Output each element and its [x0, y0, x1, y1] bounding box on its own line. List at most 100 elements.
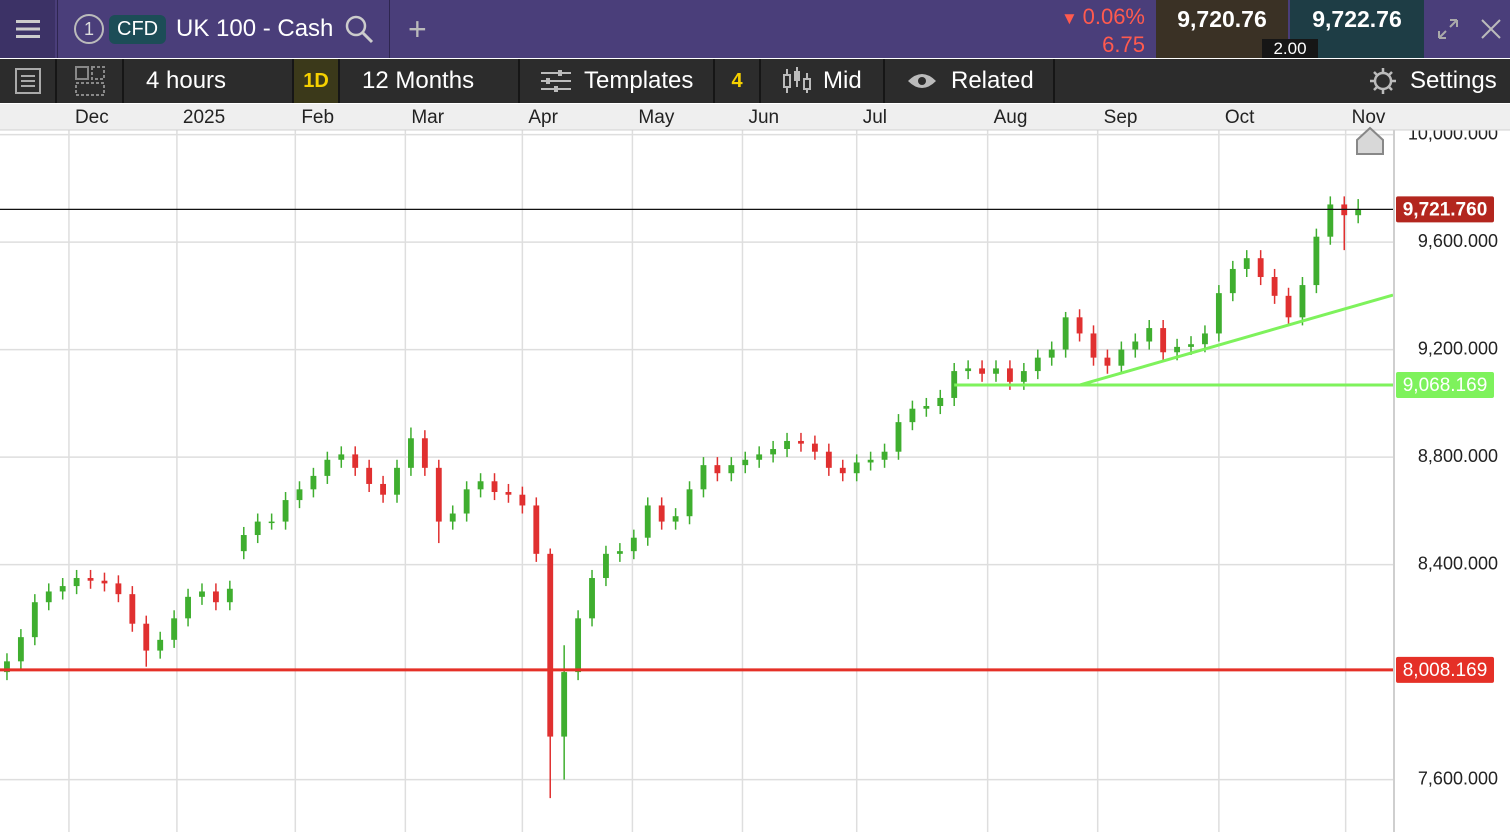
x-tick-label: Jun — [748, 107, 779, 128]
trendline — [1079, 293, 1394, 387]
candle-body — [1160, 328, 1167, 353]
expand-icon[interactable] — [1436, 17, 1460, 41]
candle-body — [101, 580, 108, 584]
candle-body — [1174, 346, 1181, 353]
interval[interactable]: 4 hours — [124, 59, 294, 103]
candle-body — [547, 553, 554, 737]
change-percent: 0.06% — [1082, 4, 1145, 29]
candle-body — [87, 578, 94, 581]
search-icon[interactable] — [344, 14, 374, 44]
y-tick-label: 9,600.000 — [1418, 231, 1498, 251]
candle-body — [658, 505, 665, 522]
candle-body — [310, 475, 317, 490]
x-tick-label: May — [638, 107, 674, 128]
candle-body — [867, 459, 874, 463]
candle-body — [1006, 368, 1013, 382]
axes: 7,600.000 8,400.000 8,800.000 9,200.000 9,60… — [0, 104, 1510, 832]
menu-button[interactable] — [0, 0, 55, 58]
candle-body — [853, 462, 860, 474]
templates-count: 4 — [715, 59, 761, 103]
candle-body — [1132, 341, 1139, 350]
candle-body — [798, 440, 804, 444]
candle-body — [1257, 258, 1264, 278]
candle-body — [505, 492, 512, 495]
candle-body — [784, 440, 790, 450]
candle-body — [282, 500, 289, 522]
settings-button[interactable]: Settings — [1368, 59, 1510, 103]
candle-body — [324, 459, 331, 476]
y-tick-label: 7,600.000 — [1418, 768, 1498, 788]
instrument-number: 1 — [74, 14, 104, 44]
candle-body — [463, 489, 470, 514]
candle-body — [394, 467, 400, 495]
candle-body — [59, 586, 66, 592]
x-tick-label: Jul — [863, 107, 887, 128]
candle-body — [630, 537, 637, 552]
candle-body — [1229, 268, 1236, 294]
candle-body — [603, 553, 609, 579]
add-tab[interactable]: + — [408, 10, 427, 47]
candle-body — [1299, 285, 1306, 318]
candle-body — [1355, 209, 1362, 216]
x-tick-label: 2025 — [183, 107, 225, 128]
candle-body — [756, 454, 763, 460]
candle-body — [491, 481, 498, 493]
candle-body — [1327, 204, 1334, 237]
candles-icon — [783, 67, 811, 93]
candle-body — [45, 591, 52, 603]
templates-button[interactable]: Templates — [520, 59, 715, 103]
x-tick-label: Feb — [301, 107, 334, 128]
candle-body — [449, 513, 456, 522]
price-type-label: Mid — [823, 67, 862, 94]
x-tick-label: Aug — [994, 107, 1028, 128]
candle-body — [1062, 317, 1069, 350]
settings-label: Settings — [1410, 67, 1497, 94]
instrument-selector[interactable]: 1 CFD UK 100 - Cash — [57, 0, 390, 58]
plot-background — [0, 104, 1510, 832]
related-label: Related — [951, 67, 1034, 94]
range[interactable]: 12 Months — [340, 59, 520, 103]
grid — [0, 104, 1510, 832]
scroll-to-latest[interactable] — [1356, 126, 1384, 155]
candle-body — [979, 368, 985, 374]
candle-body — [811, 443, 818, 452]
instrument-bar: 1 CFD UK 100 - Cash + ▼ 0.06% 6.75 9,720… — [0, 0, 1510, 58]
list-button[interactable] — [0, 59, 57, 103]
candle-body — [561, 672, 568, 737]
candle-body — [212, 591, 219, 603]
gear-icon — [1370, 68, 1396, 94]
period-button[interactable]: 1D — [294, 59, 340, 103]
candle-body — [714, 465, 721, 474]
sell-price[interactable]: 9,720.76 — [1156, 0, 1288, 58]
close-icon[interactable] — [1480, 18, 1502, 40]
price-label-box — [1396, 656, 1494, 683]
candle-body — [1188, 344, 1194, 347]
change: ▼ 0.06% 6.75 — [1061, 4, 1145, 58]
related-button[interactable]: Related — [885, 59, 1055, 103]
price-label-box — [1396, 372, 1494, 399]
templates-icon — [541, 70, 571, 92]
candle-body — [31, 602, 38, 638]
candle-body — [73, 578, 80, 587]
chart-toolbar: 4 hours 1D 12 Months Templates 4 Mid Rel… — [0, 59, 1510, 103]
price-label: 9,721.760 — [1403, 199, 1488, 220]
candle-body — [157, 639, 164, 651]
candle-body — [1048, 349, 1055, 358]
candle-body — [268, 521, 275, 524]
candle-body — [993, 368, 999, 374]
candle-body — [477, 481, 484, 490]
candle-body — [1271, 277, 1278, 296]
x-tick-label: Mar — [411, 107, 444, 128]
price-type[interactable]: Mid — [761, 59, 885, 103]
candle-body — [1090, 333, 1097, 358]
candle-body — [839, 467, 846, 474]
y-tick-label: 9,200.000 — [1418, 338, 1498, 358]
candle-body — [965, 368, 972, 372]
marks — [0, 196, 1394, 799]
candle-body — [728, 465, 735, 474]
candle-body — [1146, 328, 1153, 342]
layout-button[interactable] — [57, 59, 124, 103]
candle-body — [742, 459, 749, 466]
candle-body — [616, 551, 623, 554]
